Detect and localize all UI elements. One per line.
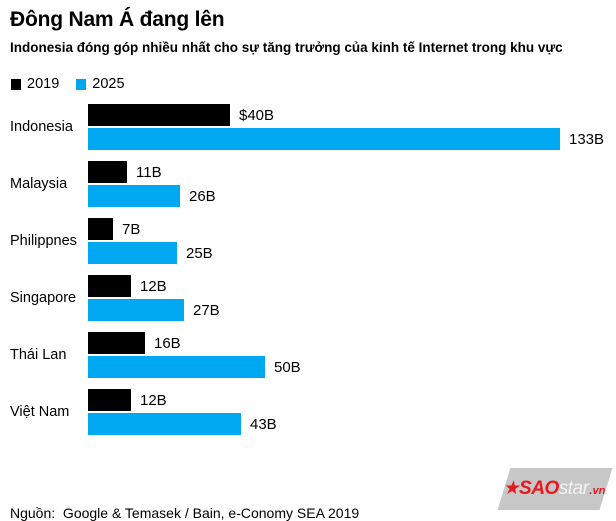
- footer: Nguồn: Google & Temasek / Bain, e-Conomy…: [10, 462, 359, 521]
- bar-2019: [88, 218, 113, 240]
- bar-group: 11B 26B: [88, 161, 616, 207]
- bar-2019: [88, 161, 127, 183]
- value-label-2019: 7B: [122, 220, 141, 238]
- chart-row: Philippnes 7B 25B: [0, 218, 616, 264]
- logo-star-word: star: [559, 478, 589, 499]
- chart-row: Singapore 12B 27B: [0, 275, 616, 321]
- bar-line-2019: $40B: [88, 104, 616, 126]
- chart-row: Indonesia $40B 133B: [0, 104, 616, 150]
- value-label-2019: 12B: [140, 391, 167, 409]
- bar-line-2025: 50B: [88, 356, 616, 378]
- bar-2025: [88, 356, 265, 378]
- value-label-2025: 43B: [250, 415, 277, 433]
- value-label-2019: 11B: [136, 163, 162, 181]
- value-label-2025: 133B: [569, 130, 605, 148]
- bar-line-2025: 43B: [88, 413, 616, 435]
- bar-2025: [88, 128, 560, 150]
- legend-item-2019: 2019: [11, 76, 59, 92]
- bar-line-2025: 27B: [88, 299, 616, 321]
- bar-2025: [88, 185, 180, 207]
- bar-line-2019: 16B: [88, 332, 616, 354]
- bar-group: 12B 27B: [88, 275, 616, 321]
- bar-line-2025: 26B: [88, 185, 616, 207]
- page-subtitle: Indonesia đóng góp nhiều nhất cho sự tăn…: [10, 40, 563, 56]
- value-label-2019: $40B: [239, 106, 275, 124]
- value-label-2019: 12B: [140, 277, 167, 295]
- logo-vn-suffix: .vn: [589, 485, 606, 497]
- bar-line-2025: 133B: [88, 128, 616, 150]
- country-label: Thái Lan: [10, 347, 67, 363]
- value-label-2019: 16B: [154, 334, 181, 352]
- saostar-logo: ★ SAO star .vn: [497, 468, 613, 510]
- bar-2025: [88, 413, 241, 435]
- source-text: Nguồn: Google & Temasek / Bain, e-Conomy…: [10, 504, 360, 521]
- bar-2025: [88, 242, 177, 264]
- bar-line-2019: 12B: [88, 275, 616, 297]
- legend: 2019 2025: [11, 76, 125, 92]
- page-title: Đông Nam Á đang lên: [10, 8, 225, 31]
- country-label: Indonesia: [10, 119, 73, 135]
- legend-item-2025: 2025: [76, 76, 125, 92]
- chart-row: Việt Nam 12B 43B: [0, 389, 616, 435]
- bar-group: 12B 43B: [88, 389, 616, 435]
- bar-2019: [88, 275, 131, 297]
- legend-label-2019: 2019: [27, 76, 60, 92]
- bar-chart: Indonesia $40B 133B Malaysia 11B 26B Philippne…: [0, 104, 616, 446]
- bar-2019: [88, 104, 230, 126]
- bar-line-2019: 11B: [88, 161, 616, 183]
- country-label: Việt Nam: [10, 404, 70, 420]
- legend-swatch-2019-icon: [11, 78, 21, 90]
- chart-row: Malaysia 11B 26B: [0, 161, 616, 207]
- bar-2019: [88, 332, 145, 354]
- bar-2019: [88, 389, 131, 411]
- bar-2025: [88, 299, 184, 321]
- logo-sao-text: SAO: [519, 478, 560, 499]
- country-label: Philippnes: [10, 233, 77, 249]
- country-label: Malaysia: [10, 176, 68, 192]
- bar-line-2025: 25B: [88, 242, 616, 264]
- country-label: Singapore: [10, 290, 77, 306]
- chart-rows: Indonesia $40B 133B Malaysia 11B 26B Philippne…: [0, 104, 616, 435]
- bar-line-2019: 7B: [88, 218, 616, 240]
- saostar-logo-text: ★ SAO star .vn: [502, 478, 606, 500]
- bar-group: $40B 133B: [88, 104, 616, 150]
- legend-swatch-2025-icon: [76, 78, 87, 90]
- bar-group: 16B 50B: [88, 332, 616, 378]
- value-label-2025: 25B: [186, 244, 213, 262]
- value-label-2025: 27B: [193, 301, 220, 319]
- chart-row: Thái Lan 16B 50B: [0, 332, 616, 378]
- legend-label-2025: 2025: [92, 76, 125, 92]
- value-label-2025: 26B: [189, 187, 216, 205]
- header: Đông Nam Á đang lên Indonesia đóng góp n…: [10, 8, 606, 56]
- bar-group: 7B 25B: [88, 218, 616, 264]
- value-label-2025: 50B: [274, 358, 301, 376]
- bar-line-2019: 12B: [88, 389, 616, 411]
